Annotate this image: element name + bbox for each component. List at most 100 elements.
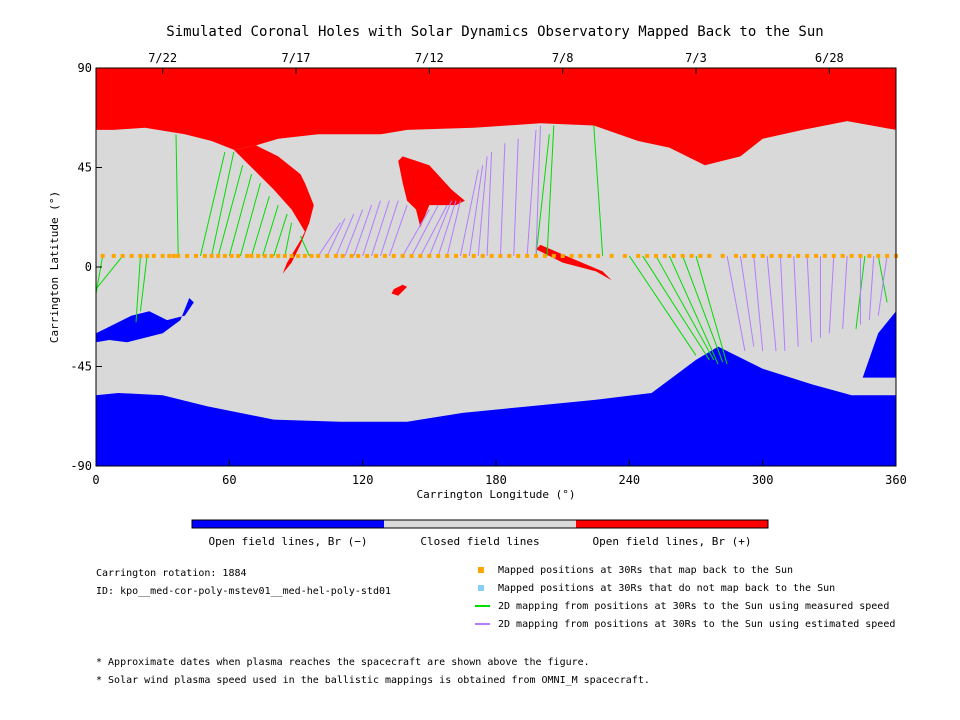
colorbar-segment [384,520,576,528]
measured-mapping-line [655,255,715,361]
estimated-mapping-line [459,169,479,257]
x-tick-label: 0 [92,473,99,487]
mapped-point [760,253,765,258]
measured-mapping-line [239,182,261,257]
mapped-point [151,253,156,258]
mapped-point [671,253,676,258]
footnotes: * Approximate dates when plasma reaches … [96,657,650,686]
region-positive-streak-equator [536,244,612,281]
estimated-mapping-line [868,255,875,321]
colorbar-segment [192,520,384,528]
measured-mapping-line [668,255,719,365]
mapped-point [289,253,294,258]
estimated-mapping-line [344,209,364,257]
mapped-point [471,253,476,258]
date-tick-label: 7/22 [148,51,177,65]
date-tick-label: 6/28 [815,51,844,65]
chart-title: Simulated Coronal Holes with Solar Dynam… [166,24,823,40]
mapped-point [814,253,818,258]
mapped-point [365,253,370,258]
x-tick-label: 180 [485,473,507,487]
mapped-point [256,253,261,258]
estimated-mapping-lines [317,125,888,352]
mapped-point [707,253,712,258]
measured-mapping-lines [95,125,897,365]
region-south-negative-patch-east [862,311,896,378]
estimated-mapping-line [446,200,461,257]
date-tick-label: 7/8 [552,51,574,65]
measured-mapping-line [175,134,179,256]
measured-mapping-line [262,204,279,257]
mapped-point [560,253,565,258]
mapped-point [202,253,207,258]
mapped-point [858,253,863,258]
mapped-point [349,253,354,258]
mapped-point [129,253,134,258]
estimated-mapping-line [793,255,799,347]
mapped-point [534,253,538,258]
mapped-point [840,253,845,258]
measured-mapping-line [877,255,888,303]
mapped-point [391,253,396,258]
mapped-point [698,253,703,258]
mapped-point [689,253,694,258]
measured-mapping-line [199,151,226,257]
mapped-point [822,253,827,258]
mapped-point [787,253,792,258]
mapped-point [325,253,330,258]
mapped-point [427,253,432,258]
x-tick-label: 120 [352,473,374,487]
measured-mapping-line [228,174,253,257]
mapped-point [216,253,221,258]
date-tick-label: 7/17 [282,51,311,65]
legend-marker [478,585,484,591]
mapped-point [587,253,592,258]
mapped-point [418,253,423,258]
measured-mapping-line [642,255,710,361]
colorbar-frame [191,519,769,529]
x-tick-label: 360 [885,473,907,487]
mapped-point [309,253,314,258]
y-tick-label: 0 [85,260,92,274]
legend-marker [478,567,484,573]
estimated-mapping-line [379,200,399,257]
measured-mapping-line [546,125,555,256]
mapped-point [609,253,614,258]
colorbar-segment [576,520,768,528]
estimated-mapping-line [388,204,408,257]
estimated-mapping-line [499,143,506,256]
measured-mapping-line [217,165,244,257]
legend-label: Mapped positions at 30Rs that map back t… [498,565,793,576]
x-axis-ticks: 0 60 120 180 240 300 360 [92,460,907,487]
mapped-point [796,253,801,258]
mapped-point [680,253,685,258]
measured-mapping-line [95,255,124,290]
mapped-point [334,253,338,258]
mapped-point [662,253,667,258]
legend-label: Mapped positions at 30Rs that do not map… [498,583,835,594]
footnote: * Approximate dates when plasma reaches … [96,657,590,668]
estimated-mapping-line [335,213,355,257]
estimated-mapping-line [766,255,777,352]
mapped-point [229,253,234,258]
measured-mapping-line [535,134,550,256]
estimated-mapping-line [411,204,439,257]
region-south-negative-patch-west [96,298,194,343]
estimated-mapping-line [877,255,888,316]
estimated-mapping-line [513,138,519,256]
x-axis-label: Carrington Longitude (°) [417,488,576,501]
y-axis-label: Carrington Latitude (°) [48,191,61,343]
mapped-point [436,253,441,258]
mapped-point [596,253,601,258]
mapped-point [100,253,105,258]
colorbar-label: Closed field lines [420,535,539,548]
mapped-point [876,253,881,258]
estimated-mapping-line [371,200,390,257]
estimated-mapping-line [526,129,537,256]
region-positive-speck [391,284,408,296]
mapped-point [645,253,650,258]
mapped-point [356,253,361,258]
footnote: * Solar wind plasma speed used in the ba… [96,675,650,686]
estimated-mapping-line [477,156,488,256]
mapped-point [236,253,241,258]
